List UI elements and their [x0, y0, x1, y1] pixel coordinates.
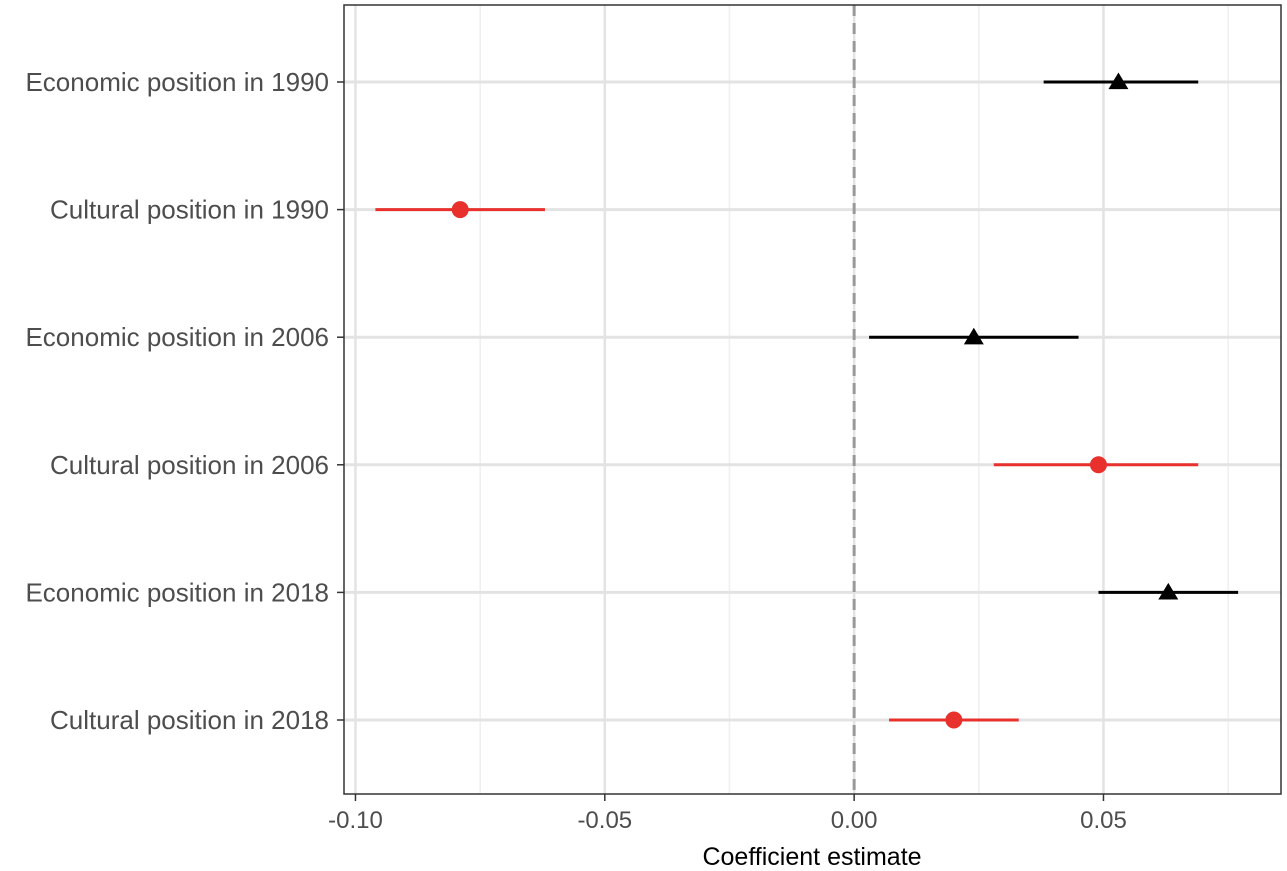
point-estimate-triangle: [963, 327, 984, 345]
point-estimate-circle: [451, 201, 469, 219]
y-tick-label: Economic position in 1990: [25, 67, 329, 97]
y-tick-label: Economic position in 2006: [25, 322, 329, 352]
y-axis: Economic position in 1990 Cultural positi…: [25, 67, 344, 735]
x-tick-label: -0.10: [328, 807, 383, 834]
data-marks: [375, 72, 1239, 729]
gridlines: [344, 5, 1281, 794]
plot-panel-border: [343, 4, 1282, 795]
point-estimate-triangle: [1158, 582, 1179, 600]
point-estimate-triangle: [1108, 72, 1129, 90]
x-tick-label: -0.05: [577, 807, 632, 834]
x-tick-label: 0.05: [1080, 807, 1127, 834]
y-tick-label: Cultural position in 2018: [50, 705, 329, 735]
point-estimate-circle: [945, 711, 963, 729]
x-tick-label: 0.00: [831, 807, 878, 834]
y-tick-label: Cultural position in 2006: [50, 450, 329, 480]
y-tick-label: Cultural position in 1990: [50, 195, 329, 225]
y-tick-label: Economic position in 2018: [25, 577, 329, 607]
point-estimate-circle: [1089, 456, 1107, 474]
x-axis-label: Coefficient estimate: [702, 843, 921, 871]
x-axis: -0.10 -0.05 0.00 0.05: [328, 794, 1127, 834]
